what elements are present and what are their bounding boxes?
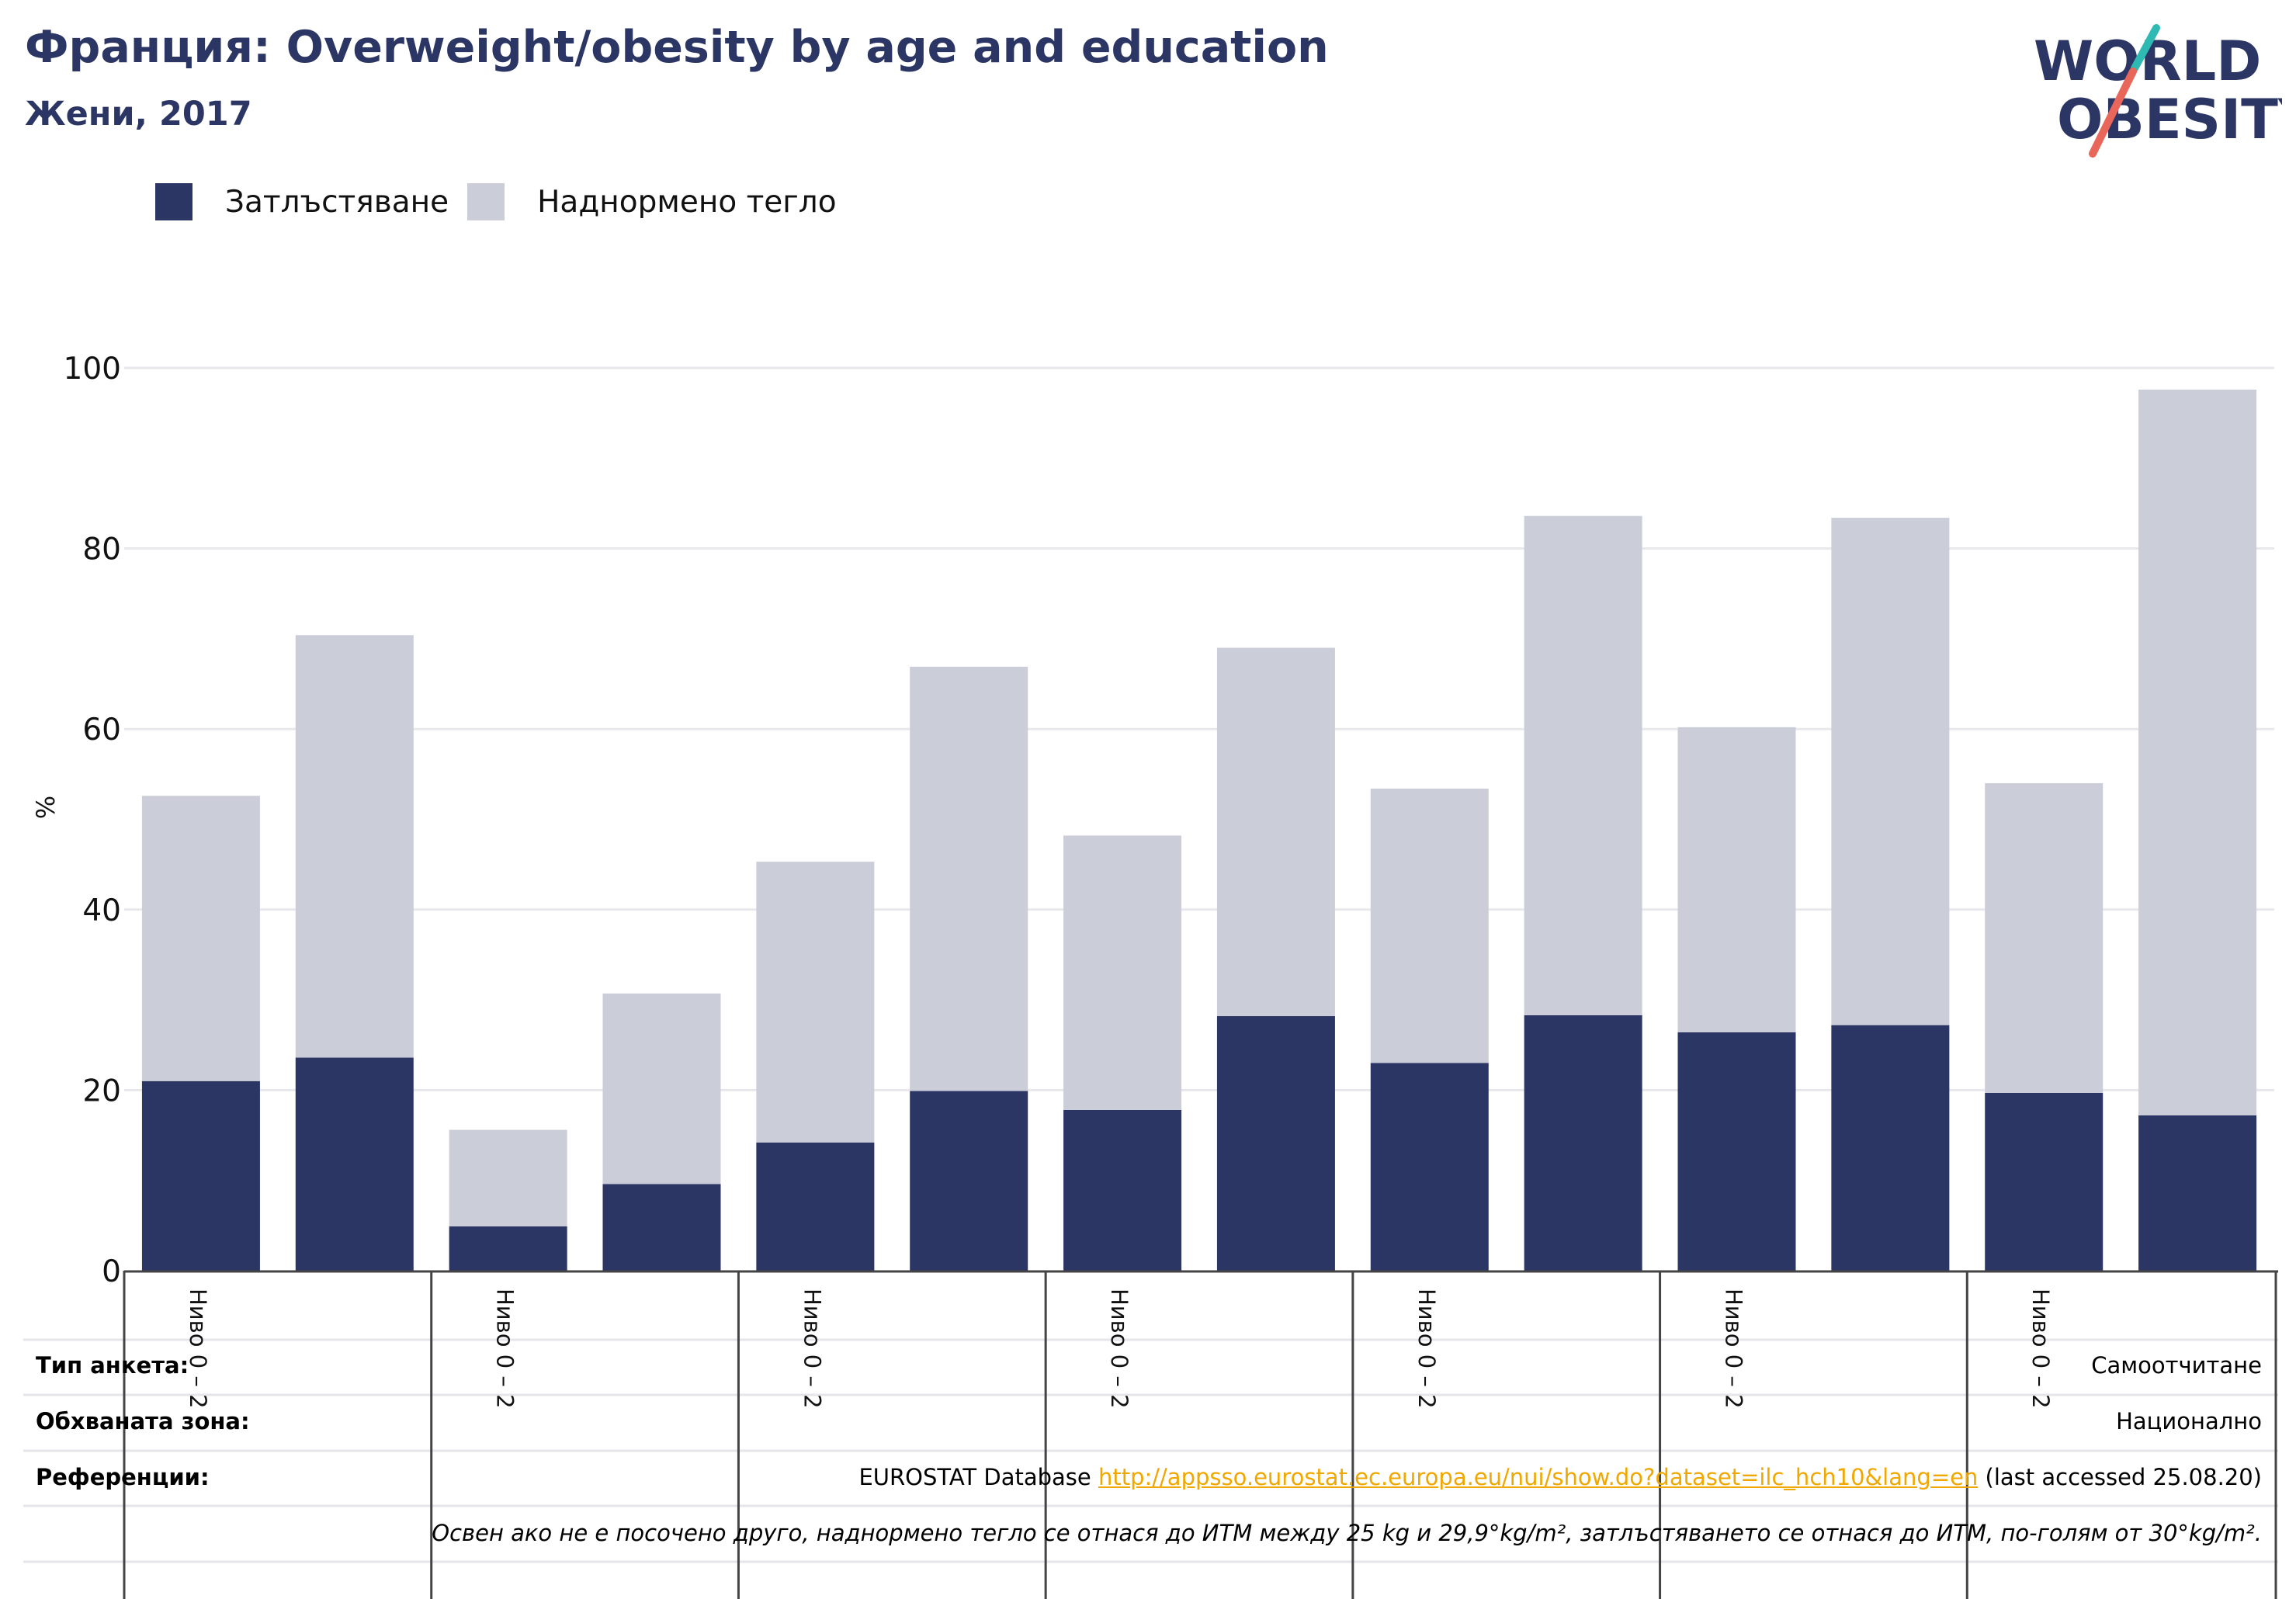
coverage-label: Обхваната зона: (36, 1408, 250, 1434)
y-axis-label: % (31, 796, 61, 819)
bar-obesity (1831, 1025, 1950, 1271)
bar-overweight (1216, 647, 1335, 1017)
x-axis-labels: Ниво 0 – 2 Ниво 0 – 2 Ниво 0 – 2 Ниво 0 – 2… (185, 1289, 2054, 1409)
y-tick-label: 20 (82, 1074, 121, 1108)
bar-obesity (1524, 1015, 1642, 1271)
bar-overweight (1985, 782, 2104, 1093)
bar-overweight (141, 796, 260, 1081)
bar-obesity (910, 1091, 1028, 1271)
legend-label-overweight: Наднормено тегло (537, 184, 837, 220)
bar-overweight (1063, 835, 1182, 1110)
x-group-label: Ниво 0 – 2 (492, 1289, 519, 1409)
bar-obesity (295, 1057, 414, 1271)
bar-overweight (449, 1129, 567, 1227)
grid-lines (124, 366, 2274, 1091)
bar-overweight (1677, 727, 1796, 1032)
reference-accessed: (last accessed 25.08.20) (1985, 1464, 2262, 1490)
legend-label-obesity: Затлъстяване (225, 184, 449, 220)
bar-overweight (295, 635, 414, 1058)
bar-obesity (2138, 1115, 2257, 1271)
bars (141, 389, 2257, 1271)
x-group-label: Ниво 0 – 2 (1106, 1289, 1132, 1409)
bar-obesity (449, 1226, 567, 1271)
logo-slash-bottom (2089, 68, 2137, 158)
bar-obesity (1063, 1109, 1182, 1271)
x-group-label: Ниво 0 – 2 (799, 1289, 825, 1409)
bar-obesity (141, 1080, 260, 1271)
chart-subtitle: Жени, 2017 (25, 95, 252, 134)
x-group-label: Ниво 0 – 2 (1413, 1289, 1440, 1409)
x-group-label: Ниво 0 – 2 (1721, 1289, 1747, 1409)
bar-obesity (1985, 1092, 2104, 1271)
definition-note: Освен ако не е посочено друго, наднормен… (432, 1520, 2262, 1546)
legend-swatch-obesity (155, 183, 192, 220)
bar-overweight (1524, 515, 1642, 1015)
y-tick-label: 40 (82, 893, 121, 928)
coverage-value: Национално (2116, 1408, 2262, 1434)
bar-obesity (1677, 1032, 1796, 1271)
bar-overweight (1370, 788, 1489, 1063)
legend-item-obesity[interactable]: Затлъстяване (155, 183, 449, 220)
logo-line2: OBESITY (2057, 88, 2282, 151)
bar-obesity (1370, 1063, 1489, 1271)
bar-obesity (602, 1184, 721, 1271)
bar-overweight (910, 666, 1028, 1091)
chart-title: Франция: Overweight/obesity by age and e… (25, 22, 1329, 73)
y-axis: 0 20 40 60 80 100% (31, 352, 121, 1289)
bar-overweight (1831, 518, 1950, 1025)
y-tick-label: 80 (82, 532, 121, 567)
y-tick-label: 0 (102, 1254, 121, 1289)
bar-overweight (2138, 389, 2257, 1115)
reference-source: EUROSTAT Database (858, 1464, 1091, 1490)
y-tick-label: 60 (82, 713, 121, 747)
x-group-label: Ниво 0 – 2 (2027, 1289, 2054, 1409)
x-group-label: Ниво 0 – 2 (185, 1289, 211, 1409)
info-table-grid (23, 1270, 2278, 1599)
legend-item-overweight[interactable]: Наднормено тегло (467, 183, 837, 220)
world-obesity-logo: WORLD OBESITY (2034, 24, 2282, 158)
survey-type-label: Тип анкета: (36, 1352, 189, 1379)
logo-slash-top (2131, 24, 2160, 72)
bar-obesity (756, 1142, 875, 1271)
chart-legend: Затлъстяване Наднормено тегло (155, 180, 855, 224)
legend-swatch-overweight (467, 183, 505, 220)
reference-link[interactable]: http://appsso.eurostat.ec.europa.eu/nui/… (1098, 1464, 1979, 1490)
bar-overweight (602, 993, 721, 1185)
bar-obesity (1216, 1016, 1335, 1271)
y-tick-label: 100 (64, 352, 121, 387)
references-label: Референции: (36, 1464, 210, 1490)
bar-overweight (756, 862, 875, 1143)
references-value: EUROSTAT Database http://appsso.eurostat… (858, 1464, 2262, 1490)
survey-type-value: Самоотчитане (2091, 1352, 2262, 1379)
